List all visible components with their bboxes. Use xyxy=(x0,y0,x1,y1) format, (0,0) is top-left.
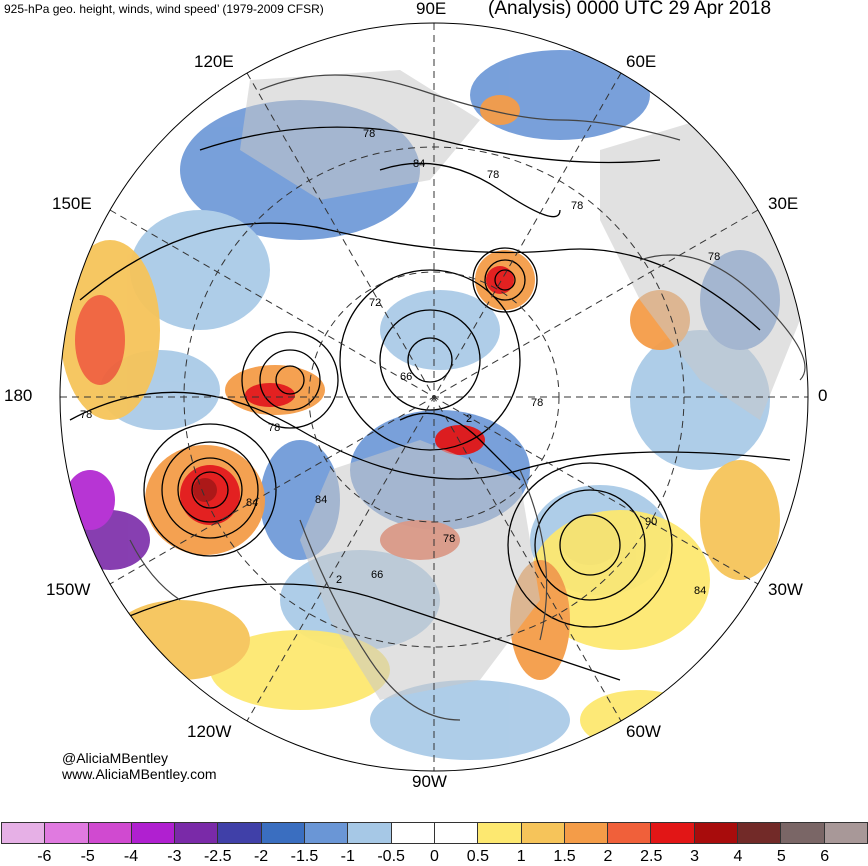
colorbar-tick-label: -6 xyxy=(37,848,52,865)
contour-label: 2 xyxy=(336,574,342,586)
coastlines xyxy=(129,74,806,721)
contour-label: 78 xyxy=(531,397,543,409)
colorbar-swatch xyxy=(44,822,88,844)
colorbar-swatch xyxy=(87,822,131,844)
lon-label-120W: 120W xyxy=(187,722,232,741)
colorbar-swatch xyxy=(433,822,478,844)
colorbar-ticks: -6 -5 -4 -3 -2.5 -2 -1.5 -1 -0.5 0 0.5 1 1.5 2 2.5 3 4 5 6 xyxy=(0,848,868,865)
graticule xyxy=(60,23,808,771)
contour-label: 84 xyxy=(315,494,327,506)
lon-label-0: 0 xyxy=(818,386,828,405)
colorbar-tick-label: -0.5 xyxy=(377,848,405,865)
contour-label: 78 xyxy=(487,169,499,181)
colorbar-tick-label: -1 xyxy=(340,848,355,865)
colorbar-swatch xyxy=(260,822,305,844)
colorbar-swatch xyxy=(390,822,434,844)
author-website: www.AliciaMBentley.com xyxy=(62,766,217,782)
contour-label: 84 xyxy=(246,497,258,509)
contour-label: 78 xyxy=(363,128,375,140)
colorbar-swatch xyxy=(347,822,391,844)
colorbar-swatch xyxy=(780,822,824,844)
colorbar-swatch xyxy=(823,822,868,844)
colorbar-swatch xyxy=(693,822,738,844)
colorbar-swatch xyxy=(607,822,651,844)
lon-label-150W: 150W xyxy=(46,580,91,599)
contour-label: 78 xyxy=(571,200,583,212)
colorbar-tick-label: 4 xyxy=(733,848,743,865)
colorbar-swatch xyxy=(520,822,564,844)
lon-label-60E: 60E xyxy=(626,52,657,71)
author-handle: @AliciaMBentley xyxy=(62,750,169,766)
contour-label: 66 xyxy=(400,371,412,383)
colorbar-tick-label: -2.5 xyxy=(203,848,232,865)
contour-label: 66 xyxy=(371,569,383,581)
contour-label: 90 xyxy=(645,516,657,528)
colorbar-swatch xyxy=(477,822,521,844)
colorbar-swatch xyxy=(304,822,348,844)
lon-label-30E: 30E xyxy=(768,194,799,213)
colorbar-tick-label: -3 xyxy=(167,848,182,865)
contour-label: 84 xyxy=(694,585,706,597)
colorbar-tick-label: 1 xyxy=(516,848,526,865)
colorbar-swatch xyxy=(130,822,175,844)
map-title: 925-hPa geo. height, winds, wind speed’ … xyxy=(4,2,324,16)
lon-label-150E: 150E xyxy=(52,194,92,213)
colorbar-swatch xyxy=(217,822,261,844)
analysis-time-label: (Analysis) 0000 UTC 29 Apr 2018 xyxy=(488,0,772,19)
polar-map: 78 84 78 78 78 72 66 78 78 84 84 78 90 8… xyxy=(59,22,809,772)
lon-label-90E: 90E xyxy=(416,0,447,18)
contour-label: 78 xyxy=(708,251,720,263)
contour-label: 84 xyxy=(413,158,425,170)
height-contours xyxy=(69,126,791,681)
colorbar-tick-label: -5 xyxy=(80,848,95,865)
lon-label-180: 180 xyxy=(4,386,33,405)
contour-label: 72 xyxy=(369,297,381,309)
colorbar-tick-label: 0 xyxy=(430,848,439,865)
colorbar-swatch xyxy=(1,822,45,844)
colorbar-tick-label: -4 xyxy=(123,848,139,865)
lon-label-30W: 30W xyxy=(768,580,803,599)
colorbar-tick-label: 2.5 xyxy=(640,848,663,865)
lon-label-90W: 90W xyxy=(412,772,447,791)
contour-label: 78 xyxy=(268,422,280,434)
colorbar-tick-label: 1.5 xyxy=(553,848,576,865)
colorbar-tick-label: 5 xyxy=(776,848,786,865)
colorbar-swatch xyxy=(737,822,781,844)
contour-label: 78 xyxy=(443,533,455,545)
colorbar-swatch xyxy=(174,822,218,844)
contour-label: 2 xyxy=(466,413,472,425)
colorbar-tick-label: -2 xyxy=(253,848,269,865)
colorbar-swatch xyxy=(563,822,608,844)
colorbar-tick-label: 6 xyxy=(820,848,830,865)
colorbar-swatch xyxy=(650,822,694,844)
colorbar-tick-label: 3 xyxy=(690,848,700,865)
contour-label: 78 xyxy=(80,409,92,421)
lon-label-120E: 120E xyxy=(194,52,234,71)
colorbar-tick-label: 0.5 xyxy=(466,848,489,865)
colorbar-tick-label: 2 xyxy=(603,848,613,865)
contour-value-labels: 78 84 78 78 78 72 66 78 78 84 84 78 90 8… xyxy=(80,128,720,597)
lon-label-60W: 60W xyxy=(626,722,661,741)
positive-anomaly-shading xyxy=(60,95,780,750)
map-border xyxy=(59,22,809,772)
colorbar-tick-label: -1.5 xyxy=(290,848,319,865)
colorbar xyxy=(1,822,868,844)
